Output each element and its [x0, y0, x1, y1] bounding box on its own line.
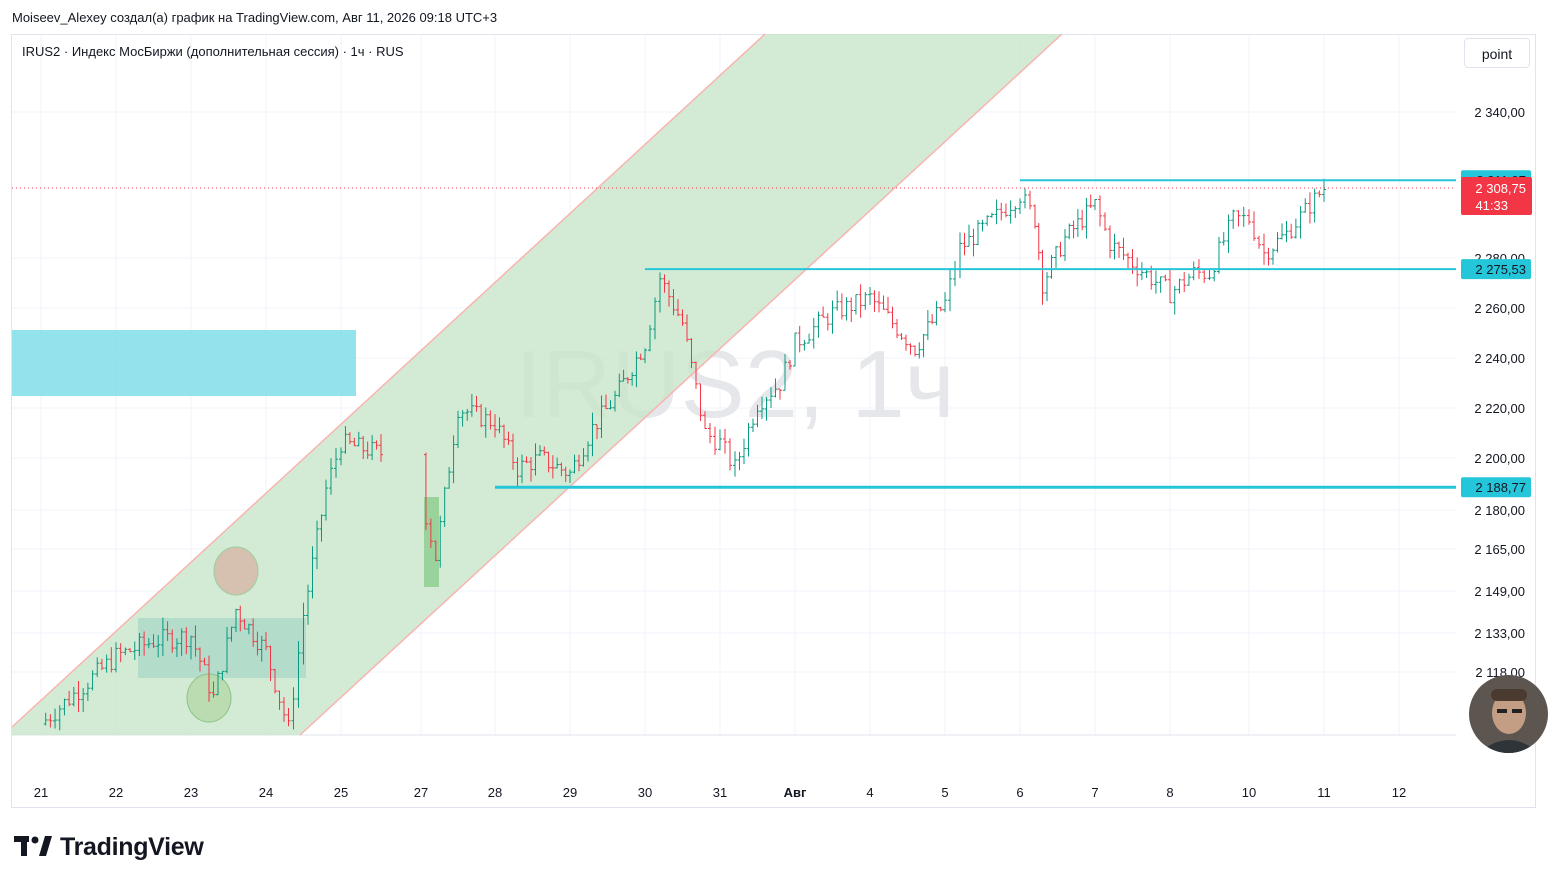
bar-countdown-label: 41:33 [1475, 198, 1508, 213]
user-avatar-icon[interactable] [1469, 675, 1548, 753]
trend-channel-lower-edge [299, 33, 1063, 736]
price-axis-label: 2 260,00 [1474, 301, 1525, 316]
time-axis-label: 10 [1242, 785, 1256, 800]
time-axis-label: 31 [713, 785, 727, 800]
time-axis-label: 21 [34, 785, 48, 800]
time-axis-label: 23 [184, 785, 198, 800]
symbol-title[interactable]: IRUS2 · Индекс МосБиржи (дополнительная … [22, 44, 404, 59]
time-axis-label: 12 [1392, 785, 1406, 800]
horizontal-levels [12, 179, 1456, 489]
level-price-tag [1461, 477, 1531, 498]
trend-channel-fill [12, 34, 1062, 735]
level-price-tag-label: 2 275,53 [1475, 262, 1526, 277]
trend-channel-upper-edge [11, 33, 766, 728]
highlight-ellipse-top [213, 546, 259, 596]
last-price-tag [1461, 177, 1532, 216]
level-price-tag [1461, 259, 1531, 280]
price-axis-label: 2 240,00 [1474, 351, 1525, 366]
time-axis-label: 11 [1317, 785, 1331, 800]
tradingview-logo-icon [14, 836, 52, 858]
tradingview-logo-text: TradingView [60, 832, 204, 861]
level-price-tag-label: 2 188,77 [1475, 480, 1526, 495]
time-axis-label: 25 [334, 785, 348, 800]
candles-layer [43, 178, 1326, 731]
time-axis: 21 22 23 24 25 27 28 29 30 31 Авг 4 5 6 7 8 10 11 12 [34, 785, 1406, 800]
time-axis-label: 4 [866, 785, 873, 800]
trend-channel [11, 33, 1063, 736]
time-axis-label: 5 [941, 785, 948, 800]
resistance-zone-box [12, 330, 356, 396]
tradingview-logo[interactable]: TradingView [14, 832, 204, 862]
price-axis-label: 2 200,00 [1474, 451, 1525, 466]
time-axis-label: 28 [488, 785, 502, 800]
drawing-zones [12, 330, 439, 723]
price-axis-label: 2 165,00 [1474, 542, 1525, 557]
time-axis-label: 7 [1091, 785, 1098, 800]
price-axis-label: 2 133,00 [1474, 626, 1525, 641]
price-axis-label: 2 340,00 [1474, 105, 1525, 120]
price-axis: 2 340,002 280,002 260,002 240,002 220,00… [1474, 105, 1525, 680]
price-axis-label: 2 149,00 [1474, 584, 1525, 599]
price-axis-label: 2 180,00 [1474, 503, 1525, 518]
time-axis-label: 8 [1166, 785, 1173, 800]
time-axis-label: 29 [563, 785, 577, 800]
time-axis-label: 24 [259, 785, 273, 800]
price-axis-label: 2 220,00 [1474, 401, 1525, 416]
range-zone-box [138, 618, 306, 678]
time-axis-label: 30 [638, 785, 652, 800]
time-axis-label: 27 [414, 785, 428, 800]
time-axis-label: Авг [784, 785, 807, 800]
spike-zone-box [424, 497, 439, 587]
time-axis-label: 6 [1016, 785, 1023, 800]
last-price-label: 2 308,75 [1475, 181, 1526, 196]
chart-author-header: Moiseev_Alexey создал(а) график на Tradi… [12, 10, 498, 25]
time-axis-label: 22 [109, 785, 123, 800]
unit-button[interactable]: point [1464, 38, 1530, 68]
